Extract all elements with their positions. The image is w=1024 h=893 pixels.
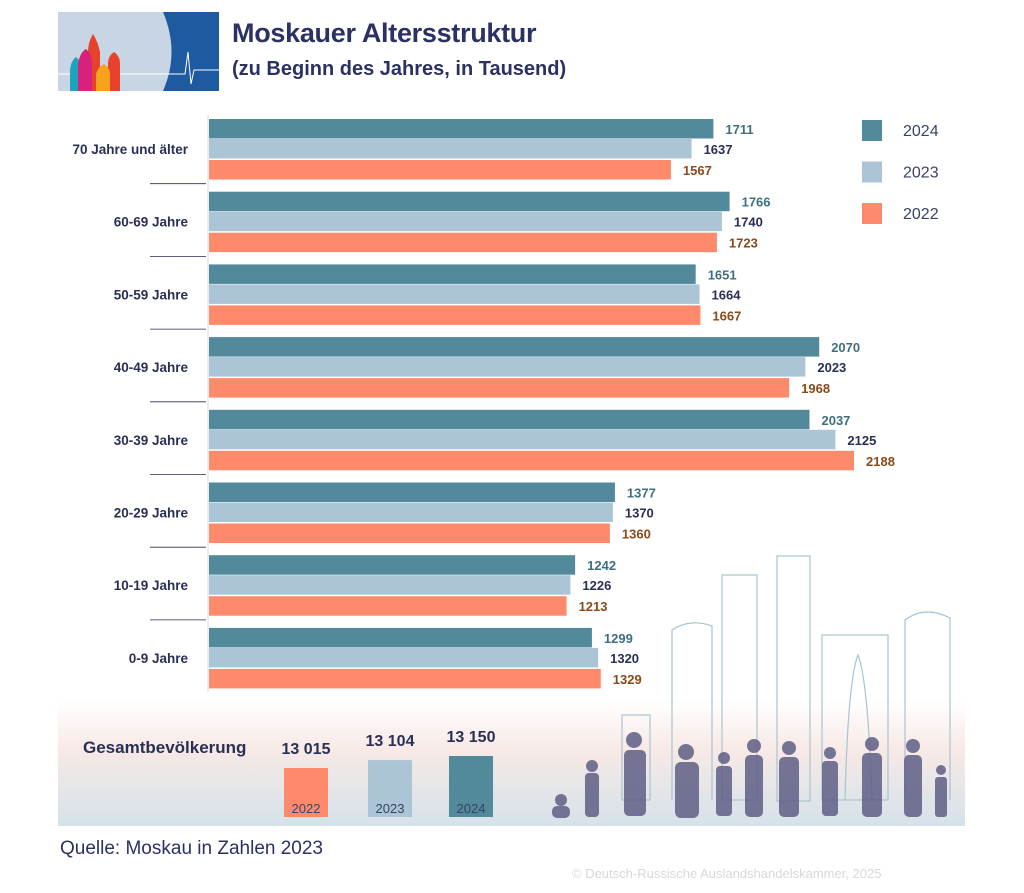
value-label-2024: 1711	[725, 122, 753, 137]
category-label: 0-9 Jahre	[129, 651, 189, 666]
legend-swatch-2023	[862, 161, 882, 183]
bar-2024	[209, 191, 730, 212]
category-label: 20-29 Jahre	[114, 506, 189, 521]
bar-2023	[209, 139, 692, 159]
value-label-2023: 1226	[582, 578, 611, 593]
total-bar-2024	[449, 756, 493, 817]
value-label-2022: 1213	[579, 599, 608, 614]
category-label: 30-39 Jahre	[114, 433, 189, 448]
value-label-2023: 1370	[625, 506, 654, 521]
bar-2023	[209, 211, 722, 232]
value-label-2022: 1329	[613, 672, 642, 687]
value-label-2024: 1299	[604, 631, 633, 646]
category-label: 60-69 Jahre	[114, 215, 189, 230]
value-label-2023: 1664	[712, 287, 742, 302]
value-label-2022: 1567	[683, 163, 712, 178]
bar-2023	[209, 357, 806, 377]
value-label-2024: 1242	[587, 558, 616, 573]
bar-2022	[209, 160, 671, 180]
value-label-2024: 2070	[831, 340, 860, 355]
value-label-2023: 2023	[817, 360, 846, 375]
value-label-2022: 2188	[866, 454, 895, 469]
value-label-2024: 1651	[708, 267, 737, 282]
bar-2023	[209, 647, 599, 668]
value-label-2023: 2125	[847, 433, 876, 448]
value-label-2023: 1637	[704, 142, 733, 157]
total-value-2022: 13 015	[282, 741, 331, 758]
category-label: 40-49 Jahre	[114, 360, 189, 375]
total-year-2024: 2024	[457, 801, 486, 816]
total-bar-2023	[368, 760, 412, 817]
category-label: 10-19 Jahre	[114, 578, 189, 593]
value-label-2024: 1377	[627, 486, 656, 501]
chart-subtitle: (zu Beginn des Jahres, in Tausend)	[232, 58, 567, 80]
value-label-2024: 1766	[742, 195, 771, 210]
totals-label: Gesamtbevölkerung	[83, 738, 246, 757]
total-value-2023: 13 104	[366, 733, 415, 750]
category-label: 50-59 Jahre	[114, 287, 189, 302]
total-year-2022: 2022	[292, 801, 321, 816]
value-label-2022: 1968	[801, 381, 830, 396]
bar-2022	[209, 450, 854, 471]
logo	[58, 12, 219, 91]
value-label-2022: 1723	[729, 236, 758, 251]
legend-label-2023: 2023	[903, 165, 939, 182]
bar-2024	[209, 264, 696, 284]
total-year-2023: 2023	[376, 801, 405, 816]
legend-swatch-2024	[862, 120, 882, 141]
bar-2024	[209, 555, 576, 575]
bar-2023	[209, 502, 613, 522]
value-label-2022: 1667	[712, 308, 741, 323]
legend-label-2022: 2022	[903, 206, 939, 223]
bar-2024	[209, 119, 714, 139]
people-silhouettes	[552, 732, 947, 818]
bar-2024	[209, 627, 592, 648]
bar-2024	[209, 409, 810, 430]
bar-2023	[209, 575, 571, 595]
source-note: Quelle: Moskau in Zahlen 2023	[60, 838, 323, 859]
bar-2024	[209, 482, 615, 502]
bar-2024	[209, 337, 820, 357]
legend-swatch-2022	[862, 203, 882, 224]
bar-2022	[209, 232, 717, 253]
bar-2022	[209, 668, 601, 689]
bar-2022	[209, 378, 790, 398]
bar-2022	[209, 596, 567, 616]
bar-2022	[209, 523, 610, 543]
total-bar-2022	[284, 768, 328, 817]
bar-2023	[209, 429, 836, 450]
chart-title: Moskauer Altersstruktur	[232, 18, 537, 48]
value-label-2024: 2037	[821, 413, 850, 428]
bar-2023	[209, 284, 700, 304]
category-label: 70 Jahre und älter	[72, 142, 188, 157]
totals-panel	[58, 700, 965, 826]
value-label-2022: 1360	[622, 527, 651, 542]
legend-label-2024: 2024	[903, 123, 939, 140]
copyright-note: © Deutsch-Russische Auslandshandelskamme…	[572, 866, 882, 881]
value-label-2023: 1320	[610, 651, 639, 666]
bar-2022	[209, 305, 701, 325]
value-label-2023: 1740	[734, 215, 763, 230]
total-value-2024: 13 150	[447, 729, 496, 746]
